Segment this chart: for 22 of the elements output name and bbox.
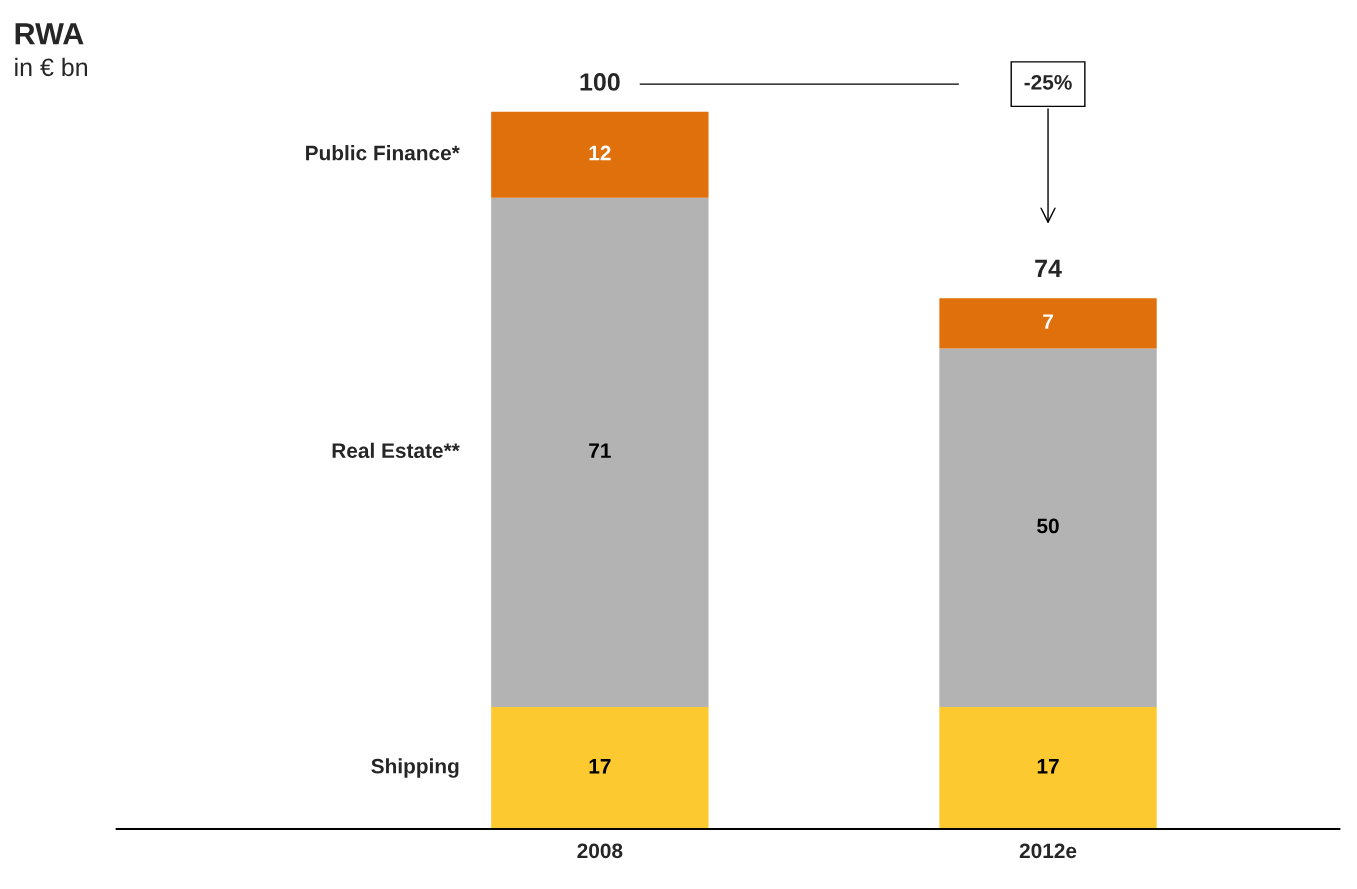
- x-tick-label: 2008: [577, 843, 623, 859]
- text: -25%: [1024, 74, 1072, 90]
- bar: [939, 298, 1157, 349]
- data-label: 71: [589, 443, 611, 458]
- data-label: 50: [1037, 518, 1059, 534]
- series-label: Real Estate**: [332, 442, 460, 459]
- x-tick-label: 2012e: [1019, 843, 1077, 859]
- data-label: 17: [589, 759, 611, 774]
- bar: [939, 348, 1157, 708]
- total-label: 74: [1035, 259, 1062, 278]
- total-label: 100: [580, 73, 620, 91]
- data-label: 12: [589, 145, 611, 161]
- bar: [491, 111, 709, 198]
- data-label: 7: [1043, 314, 1053, 329]
- bar: [939, 707, 1157, 829]
- chart-subtitle: in € bn: [15, 57, 88, 77]
- chart-title: RWA: [15, 23, 84, 45]
- series-label: Shipping: [371, 758, 459, 778]
- series-label: Public Finance*: [306, 145, 460, 161]
- bar: [491, 197, 709, 708]
- data-label: 17: [1037, 759, 1059, 774]
- bar: [491, 707, 709, 829]
